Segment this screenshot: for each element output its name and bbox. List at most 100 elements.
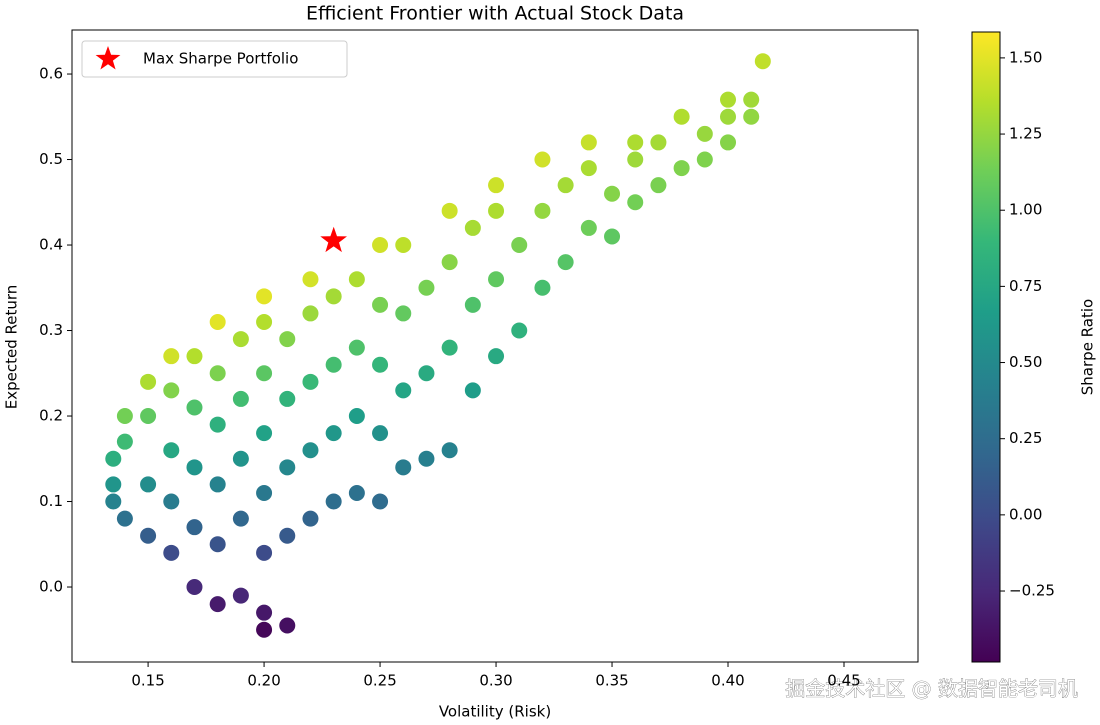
scatter-point xyxy=(441,254,458,271)
y-tick-label: 0.3 xyxy=(39,321,63,339)
scatter-point xyxy=(163,348,180,365)
scatter-point xyxy=(140,527,157,544)
scatter-point xyxy=(279,390,296,407)
scatter-point xyxy=(464,382,481,399)
scatter-point xyxy=(418,365,435,382)
scatter-point xyxy=(163,382,180,399)
scatter-point xyxy=(209,596,226,613)
scatter-point xyxy=(232,331,249,348)
scatter-point xyxy=(395,459,412,476)
colorbar-tick-label: −0.25 xyxy=(1009,582,1055,600)
scatter-point xyxy=(372,237,389,254)
colorbar-tick-label: 0.25 xyxy=(1009,429,1042,447)
scatter-point xyxy=(372,493,389,510)
scatter-point xyxy=(325,288,342,305)
scatter-point xyxy=(325,425,342,442)
scatter-point xyxy=(743,91,760,108)
scatter-point xyxy=(279,527,296,544)
scatter-point xyxy=(186,519,203,536)
scatter-point xyxy=(720,108,737,125)
legend-label: Max Sharpe Portfolio xyxy=(143,50,298,68)
scatter-point xyxy=(209,476,226,493)
scatter-point xyxy=(754,53,771,70)
scatter-point xyxy=(256,365,273,382)
x-axis-label: Volatility (Risk) xyxy=(439,703,551,721)
scatter-point xyxy=(279,617,296,634)
y-tick-label: 0.1 xyxy=(39,492,63,510)
scatter-point xyxy=(534,151,551,168)
scatter-point xyxy=(557,177,574,194)
scatter-point xyxy=(256,544,273,561)
scatter-point xyxy=(627,194,644,211)
x-tick-label: 0.15 xyxy=(131,672,164,690)
axes-frame xyxy=(71,29,919,663)
scatter-point xyxy=(696,151,713,168)
scatter-point xyxy=(256,313,273,330)
y-tick-label: 0.6 xyxy=(39,65,63,83)
scatter-point xyxy=(163,442,180,459)
x-tick-label: 0.45 xyxy=(827,672,860,690)
scatter-point xyxy=(325,356,342,373)
x-tick-label: 0.40 xyxy=(711,672,744,690)
scatter-point xyxy=(441,339,458,356)
scatter-point xyxy=(650,134,667,151)
scatter-point xyxy=(395,305,412,322)
scatter-point xyxy=(557,254,574,271)
scatter-point xyxy=(580,134,597,151)
colorbar-tick-label: 0.50 xyxy=(1009,353,1042,371)
scatter-point xyxy=(511,322,528,339)
scatter-point xyxy=(464,296,481,313)
scatter-point xyxy=(232,587,249,604)
scatter-point xyxy=(105,450,122,467)
scatter-point xyxy=(140,373,157,390)
scatter-point xyxy=(395,237,412,254)
scatter-point xyxy=(232,450,249,467)
scatter-point xyxy=(743,108,760,125)
scatter-point xyxy=(604,228,621,245)
scatter-point xyxy=(673,108,690,125)
scatter-point xyxy=(256,484,273,501)
scatter-point xyxy=(627,134,644,151)
scatter-point xyxy=(209,536,226,553)
scatter-point xyxy=(256,288,273,305)
scatter-point xyxy=(140,476,157,493)
scatter-point xyxy=(464,219,481,236)
scatter-point xyxy=(302,373,319,390)
scatter-point xyxy=(488,348,505,365)
scatter-point xyxy=(186,579,203,596)
scatter-point xyxy=(418,279,435,296)
scatter-point xyxy=(488,177,505,194)
scatter-point xyxy=(209,313,226,330)
scatter-point xyxy=(302,442,319,459)
scatter-point xyxy=(163,493,180,510)
scatter-point xyxy=(302,510,319,527)
colorbar xyxy=(971,31,1001,663)
scatter-point xyxy=(348,271,365,288)
scatter-point xyxy=(580,160,597,177)
colorbar-tick-label: 0.75 xyxy=(1009,277,1042,295)
y-tick-label: 0.5 xyxy=(39,150,63,168)
scatter-point xyxy=(348,408,365,425)
scatter-point xyxy=(163,544,180,561)
x-tick-label: 0.25 xyxy=(363,672,396,690)
scatter-point xyxy=(418,450,435,467)
scatter-point xyxy=(256,604,273,621)
scatter-point xyxy=(650,177,667,194)
scatter-point xyxy=(348,339,365,356)
scatter-point xyxy=(488,202,505,219)
x-tick-label: 0.35 xyxy=(595,672,628,690)
scatter-point xyxy=(186,399,203,416)
scatter-point xyxy=(534,279,551,296)
scatter-point xyxy=(232,390,249,407)
y-tick-label: 0.4 xyxy=(39,236,63,254)
scatter-point xyxy=(534,202,551,219)
scatter-point xyxy=(302,305,319,322)
x-tick-label: 0.20 xyxy=(247,672,280,690)
scatter-point xyxy=(580,219,597,236)
legend: Max Sharpe Portfolio xyxy=(81,40,348,78)
scatter-point xyxy=(511,237,528,254)
scatter-point xyxy=(302,271,319,288)
scatter-point xyxy=(395,382,412,399)
